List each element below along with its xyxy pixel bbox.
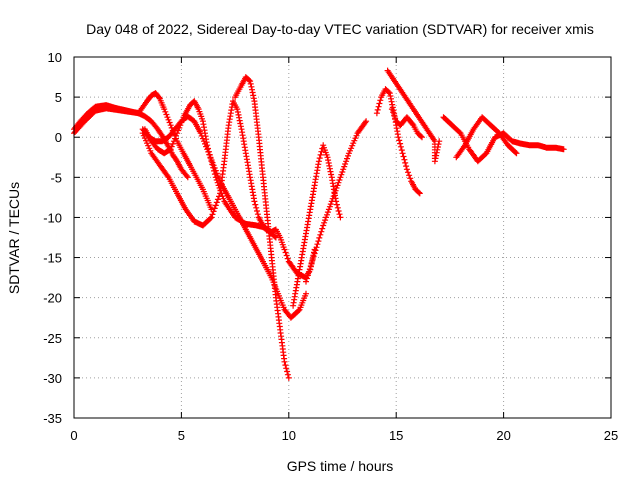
y-tick-label: -25	[43, 331, 62, 346]
plot-frame	[73, 56, 612, 419]
y-tick-label: 0	[55, 130, 62, 145]
x-tick-label: 15	[389, 428, 403, 443]
series-arc9	[373, 86, 423, 197]
series-arc12	[453, 114, 520, 161]
series-markers	[139, 113, 309, 321]
series-markers	[373, 86, 423, 197]
axis-ticks: 0 5 10 15 20 25 -35 -30 -25 -20 -15 -10 -5 0 5 10	[43, 50, 618, 443]
x-tick-label: 20	[496, 428, 510, 443]
y-tick-label: -10	[43, 210, 62, 225]
y-tick-label: -35	[43, 411, 62, 426]
chart-title: Day 048 of 2022, Sidereal Day-to-day VTE…	[86, 21, 594, 37]
series-markers	[388, 106, 425, 141]
series-arc3	[139, 113, 309, 321]
series-markers	[303, 118, 370, 285]
series-arc13	[384, 67, 443, 165]
y-tick-label: -15	[43, 251, 62, 266]
series-arc7	[290, 142, 344, 309]
series-markers	[232, 74, 292, 381]
y-tick-label: -5	[50, 170, 62, 185]
y-tick-label: -30	[43, 371, 62, 386]
series-markers	[440, 114, 567, 165]
series-arc10	[388, 106, 425, 141]
series-markers	[139, 98, 318, 281]
series-arc6	[232, 74, 292, 381]
series-markers	[384, 67, 443, 165]
x-axis-label: GPS time / hours	[287, 458, 394, 474]
y-axis-label: SDTVAR / TECUs	[6, 182, 22, 294]
series-markers	[453, 114, 520, 161]
series-arc11	[440, 114, 567, 165]
y-tick-label: -20	[43, 291, 62, 306]
y-tick-label: 5	[55, 90, 62, 105]
series-arc5	[139, 98, 318, 281]
x-tick-label: 25	[604, 428, 618, 443]
x-tick-label: 10	[282, 428, 296, 443]
x-tick-label: 5	[178, 428, 185, 443]
y-tick-label: 10	[48, 50, 62, 65]
series-arc8	[303, 118, 370, 285]
x-tick-label: 0	[70, 428, 77, 443]
grid	[74, 57, 611, 418]
data-series	[71, 67, 567, 381]
series-markers	[290, 142, 344, 309]
